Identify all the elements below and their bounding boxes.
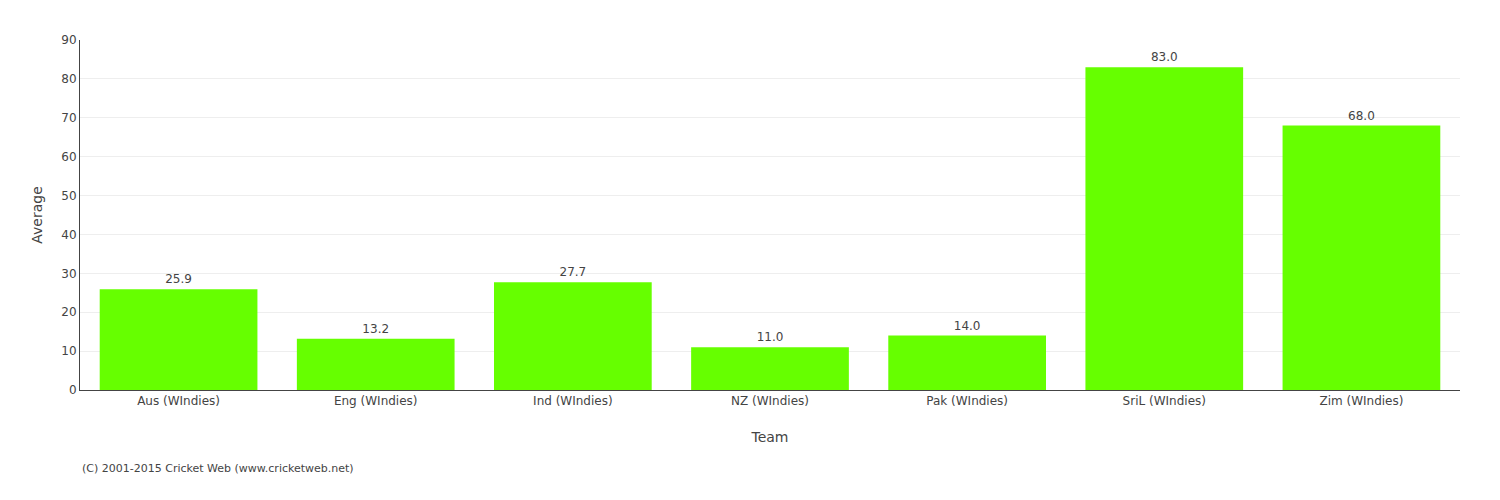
svg-text:25.9: 25.9 bbox=[165, 272, 192, 286]
svg-text:0: 0 bbox=[69, 383, 77, 397]
svg-text:Team: Team bbox=[750, 429, 788, 445]
svg-text:Ind (WIndies): Ind (WIndies) bbox=[533, 394, 613, 408]
svg-text:70: 70 bbox=[61, 111, 76, 125]
svg-text:SriL (WIndies): SriL (WIndies) bbox=[1123, 394, 1206, 408]
svg-text:13.2: 13.2 bbox=[362, 322, 389, 336]
svg-text:NZ (WIndies): NZ (WIndies) bbox=[731, 394, 809, 408]
svg-text:Zim (WIndies): Zim (WIndies) bbox=[1319, 394, 1403, 408]
svg-text:Average: Average bbox=[29, 186, 45, 244]
svg-text:27.7: 27.7 bbox=[559, 265, 586, 279]
svg-text:14.0: 14.0 bbox=[954, 319, 981, 333]
svg-text:10: 10 bbox=[61, 344, 76, 358]
svg-text:83.0: 83.0 bbox=[1151, 50, 1178, 64]
svg-text:30: 30 bbox=[61, 267, 76, 281]
svg-text:40: 40 bbox=[61, 228, 76, 242]
svg-text:68.0: 68.0 bbox=[1348, 109, 1375, 123]
svg-text:11.0: 11.0 bbox=[757, 330, 784, 344]
svg-text:20: 20 bbox=[61, 305, 76, 319]
svg-text:60: 60 bbox=[61, 150, 76, 164]
svg-text:90: 90 bbox=[61, 33, 76, 47]
svg-text:Eng (WIndies): Eng (WIndies) bbox=[334, 394, 418, 408]
svg-text:Pak (WIndies): Pak (WIndies) bbox=[926, 394, 1008, 408]
svg-text:80: 80 bbox=[61, 72, 76, 86]
svg-text:50: 50 bbox=[61, 189, 76, 203]
svg-text:Aus (WIndies): Aus (WIndies) bbox=[137, 394, 220, 408]
svg-text:(C) 2001-2015 Cricket Web (www: (C) 2001-2015 Cricket Web (www.cricketwe… bbox=[82, 462, 354, 475]
